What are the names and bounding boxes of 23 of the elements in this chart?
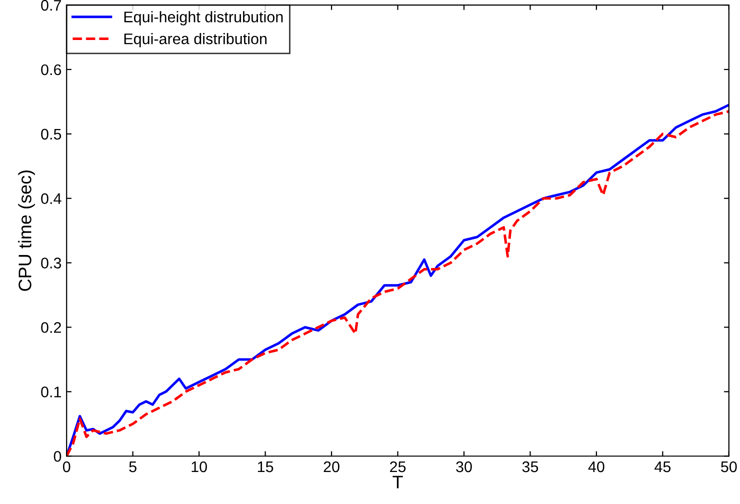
y-tick-label: 0.3 [41, 258, 62, 268]
x-tick-label: 45 [654, 462, 671, 472]
x-tick-label: 35 [522, 461, 538, 472]
x-tick-label: 0 [62, 461, 70, 472]
y-tick-label: 0.4 [41, 193, 62, 204]
y-tick-label: 0.5 [41, 128, 62, 140]
y-tick-label: 0.7 [41, 0, 61, 11]
y-tick-label: 0.6 [41, 64, 62, 76]
x-tick-label: 5 [129, 462, 136, 472]
x-axis-title: T [392, 476, 403, 488]
legend-label: Equi-area distribution [124, 33, 267, 48]
x-tick-label: 40 [588, 461, 604, 472]
x-tick-label: 30 [456, 461, 472, 472]
x-tick-label: 10 [192, 461, 207, 472]
y-tick-label: 0.1 [41, 386, 61, 398]
x-tick-label: 50 [721, 461, 737, 472]
x-tick-label: 15 [258, 462, 274, 472]
y-axis-title: CPU time (sec) [18, 170, 35, 291]
legend-label: Equi-height distrubution [124, 11, 283, 26]
y-tick-label: 0 [54, 450, 62, 462]
y-tick-label: 0.2 [41, 322, 61, 333]
x-tick-label: 20 [324, 461, 340, 472]
x-tick-label: 25 [390, 461, 406, 472]
